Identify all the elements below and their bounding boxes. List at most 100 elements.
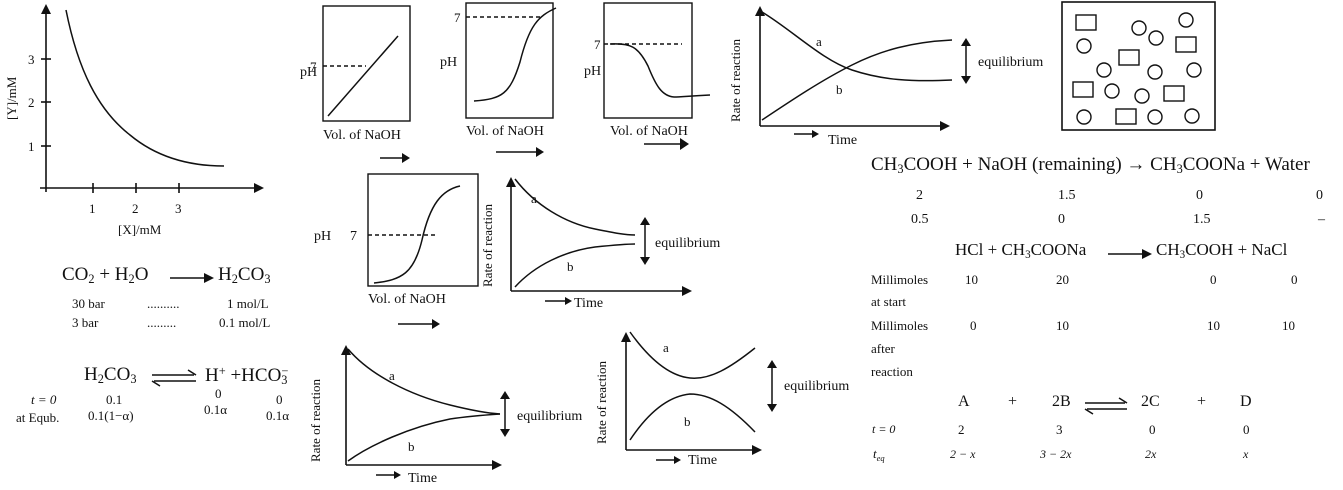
h2co3-eq-value-3: 0.1α — [266, 408, 290, 423]
hcl-start-c4: 0 — [1291, 272, 1298, 287]
acetic-equation: CH3COOH + NaOH (remaining) → CH3COONa + … — [871, 154, 1310, 176]
xy-xlabel: [X]/mM — [118, 222, 162, 237]
h2co3-eq-value-1: 0.1(1−α) — [88, 408, 134, 423]
ph4-curve — [373, 185, 461, 284]
co2-row2-dots: ......... — [147, 315, 177, 330]
rate-bl-label-a: a — [389, 368, 395, 383]
rate-bm-eq-label: equilibrium — [784, 379, 849, 394]
ph-graph-1: pH 7 Vol. of NaOH — [300, 5, 411, 163]
ph2-seven: 7 — [454, 10, 461, 25]
xy-y-arrowhead — [41, 4, 51, 14]
xy-xtick-3: 3 — [175, 201, 182, 216]
hcl-start-label-1: Millimoles — [871, 272, 929, 287]
square-particle — [1175, 36, 1197, 53]
abcd-t0-c2: 3 — [1056, 422, 1063, 437]
abcd-equilibrium-arrow — [1084, 397, 1128, 415]
rate-top-xlabel: Time — [828, 133, 857, 148]
abcd-b: 2B — [1052, 393, 1071, 410]
rate-bl-label-b: b — [408, 439, 415, 454]
co2-product: H2CO3 — [218, 264, 271, 286]
rate-graph-bottom-middle: a b equilibrium Time Rate of reaction — [594, 331, 849, 468]
ph3-xlabel: Vol. of NaOH — [610, 124, 688, 139]
hcl-after-c1: 0 — [970, 318, 977, 333]
circle-particle — [1104, 83, 1120, 99]
h2co3-t0-value-2: 0 — [215, 386, 222, 401]
rate-top-label-b: b — [836, 82, 843, 97]
rate-bl-curve-a — [347, 348, 501, 415]
ph4-xlabel: Vol. of NaOH — [368, 292, 446, 307]
circle-particle — [1076, 109, 1092, 125]
ph-graph-3: pH 7 Vol. of NaOH — [584, 2, 711, 150]
ph4-ylabel: pH — [314, 229, 331, 244]
xy-ytick-2: 2 — [28, 95, 35, 110]
acetic-row1-c1: 2 — [916, 188, 923, 203]
ph-graph-2: pH 7 Vol. of NaOH — [440, 2, 557, 157]
hcl-equation-right: CH3COOH + NaCl — [1156, 240, 1288, 261]
circle-particle — [1184, 108, 1200, 124]
circle-particle — [1096, 62, 1112, 78]
ph3-curve — [609, 43, 711, 98]
rate-mid-curve-a — [514, 178, 636, 236]
rate-mid-curve-b — [514, 243, 636, 288]
acetic-row2-c4: – — [1318, 212, 1325, 227]
co2-reaction-arrow — [170, 273, 214, 283]
rate-graph-bottom-left: a b equilibrium Time Rate of reaction — [308, 345, 582, 486]
acetic-row2-c1: 0.5 — [911, 212, 929, 227]
rate-bm-label-b: b — [684, 414, 691, 429]
hcl-after-c4: 10 — [1282, 318, 1295, 333]
rate-mid-xlabel: Time — [574, 296, 603, 311]
xy-ytick-1: 1 — [28, 139, 35, 154]
xy-xtick-2: 2 — [132, 201, 139, 216]
h2co3-t0-value-3: 0 — [276, 392, 283, 407]
abcd-t0-c1: 2 — [958, 422, 965, 437]
co2-row1-conc: 1 mol/L — [227, 296, 269, 311]
xy-x-arrowhead — [254, 183, 264, 193]
abcd-t0-label: t = 0 — [872, 422, 896, 436]
ph3-arrow — [680, 138, 689, 150]
ph3-ylabel: pH — [584, 64, 601, 79]
ph3-frame — [603, 2, 693, 119]
ph4-seven: 7 — [350, 229, 357, 244]
hcl-start-c2: 20 — [1056, 272, 1069, 287]
h2co3-equilibrium-arrow — [151, 369, 197, 387]
abcd-c: 2C — [1141, 393, 1160, 410]
circle-particle — [1076, 38, 1092, 54]
abcd-teq-c2: 3 − 2x — [1040, 447, 1072, 461]
circle-particle — [1131, 20, 1147, 36]
abcd-a: A — [958, 393, 970, 410]
abcd-teq-c1: 2 − x — [950, 447, 976, 461]
ph1-frame — [322, 5, 411, 122]
rate-top-label-a: a — [816, 34, 822, 49]
hcl-equation-left: HCl + CH3COONa — [955, 240, 1087, 261]
hcl-after-label-1: Millimoles — [871, 318, 929, 333]
rate-mid-label-b: b — [567, 259, 574, 274]
h2co3-reactant: H2CO3 — [84, 364, 137, 386]
rate-mid-ylabel: Rate of reaction — [480, 203, 495, 287]
circle-particle — [1178, 12, 1194, 28]
rate-graph-middle: a b equilibrium Time Rate of reaction — [480, 177, 720, 311]
xy-ylabel: [Y]/mM — [4, 76, 19, 120]
abcd-teq-label: teq — [873, 446, 885, 463]
rate-bm-ylabel: Rate of reaction — [594, 360, 609, 444]
circle-particle — [1148, 30, 1164, 46]
xy-ytick-3: 3 — [28, 52, 35, 67]
xy-graph: 1 2 3 1 2 3 [X]/mM [Y]/mM — [4, 4, 264, 237]
abcd-t0-c4: 0 — [1243, 422, 1250, 437]
rate-top-curve-b — [761, 39, 953, 121]
ph2-frame — [465, 2, 554, 119]
acetic-row2-c2: 0 — [1058, 212, 1065, 227]
abcd-plus1: + — [1008, 393, 1018, 410]
co2-row2-conc: 0.1 mol/L — [219, 315, 271, 330]
acetic-row1-c4: 0 — [1316, 188, 1323, 203]
rate-mid-label-a: a — [531, 191, 537, 206]
ph1-curve — [327, 35, 399, 117]
ph2-xlabel: Vol. of NaOH — [466, 124, 544, 139]
h2co3-t0-label: t = 0 — [31, 392, 57, 407]
hcl-reaction-arrow — [1108, 249, 1152, 259]
circle-particle — [1147, 109, 1163, 125]
particles-frame — [1061, 1, 1216, 131]
rate-mid-eq-label: equilibrium — [655, 236, 720, 251]
square-particle — [1163, 85, 1185, 102]
rate-top-eq-label: equilibrium — [978, 55, 1043, 70]
rate-top-ylabel: Rate of reaction — [728, 38, 743, 122]
